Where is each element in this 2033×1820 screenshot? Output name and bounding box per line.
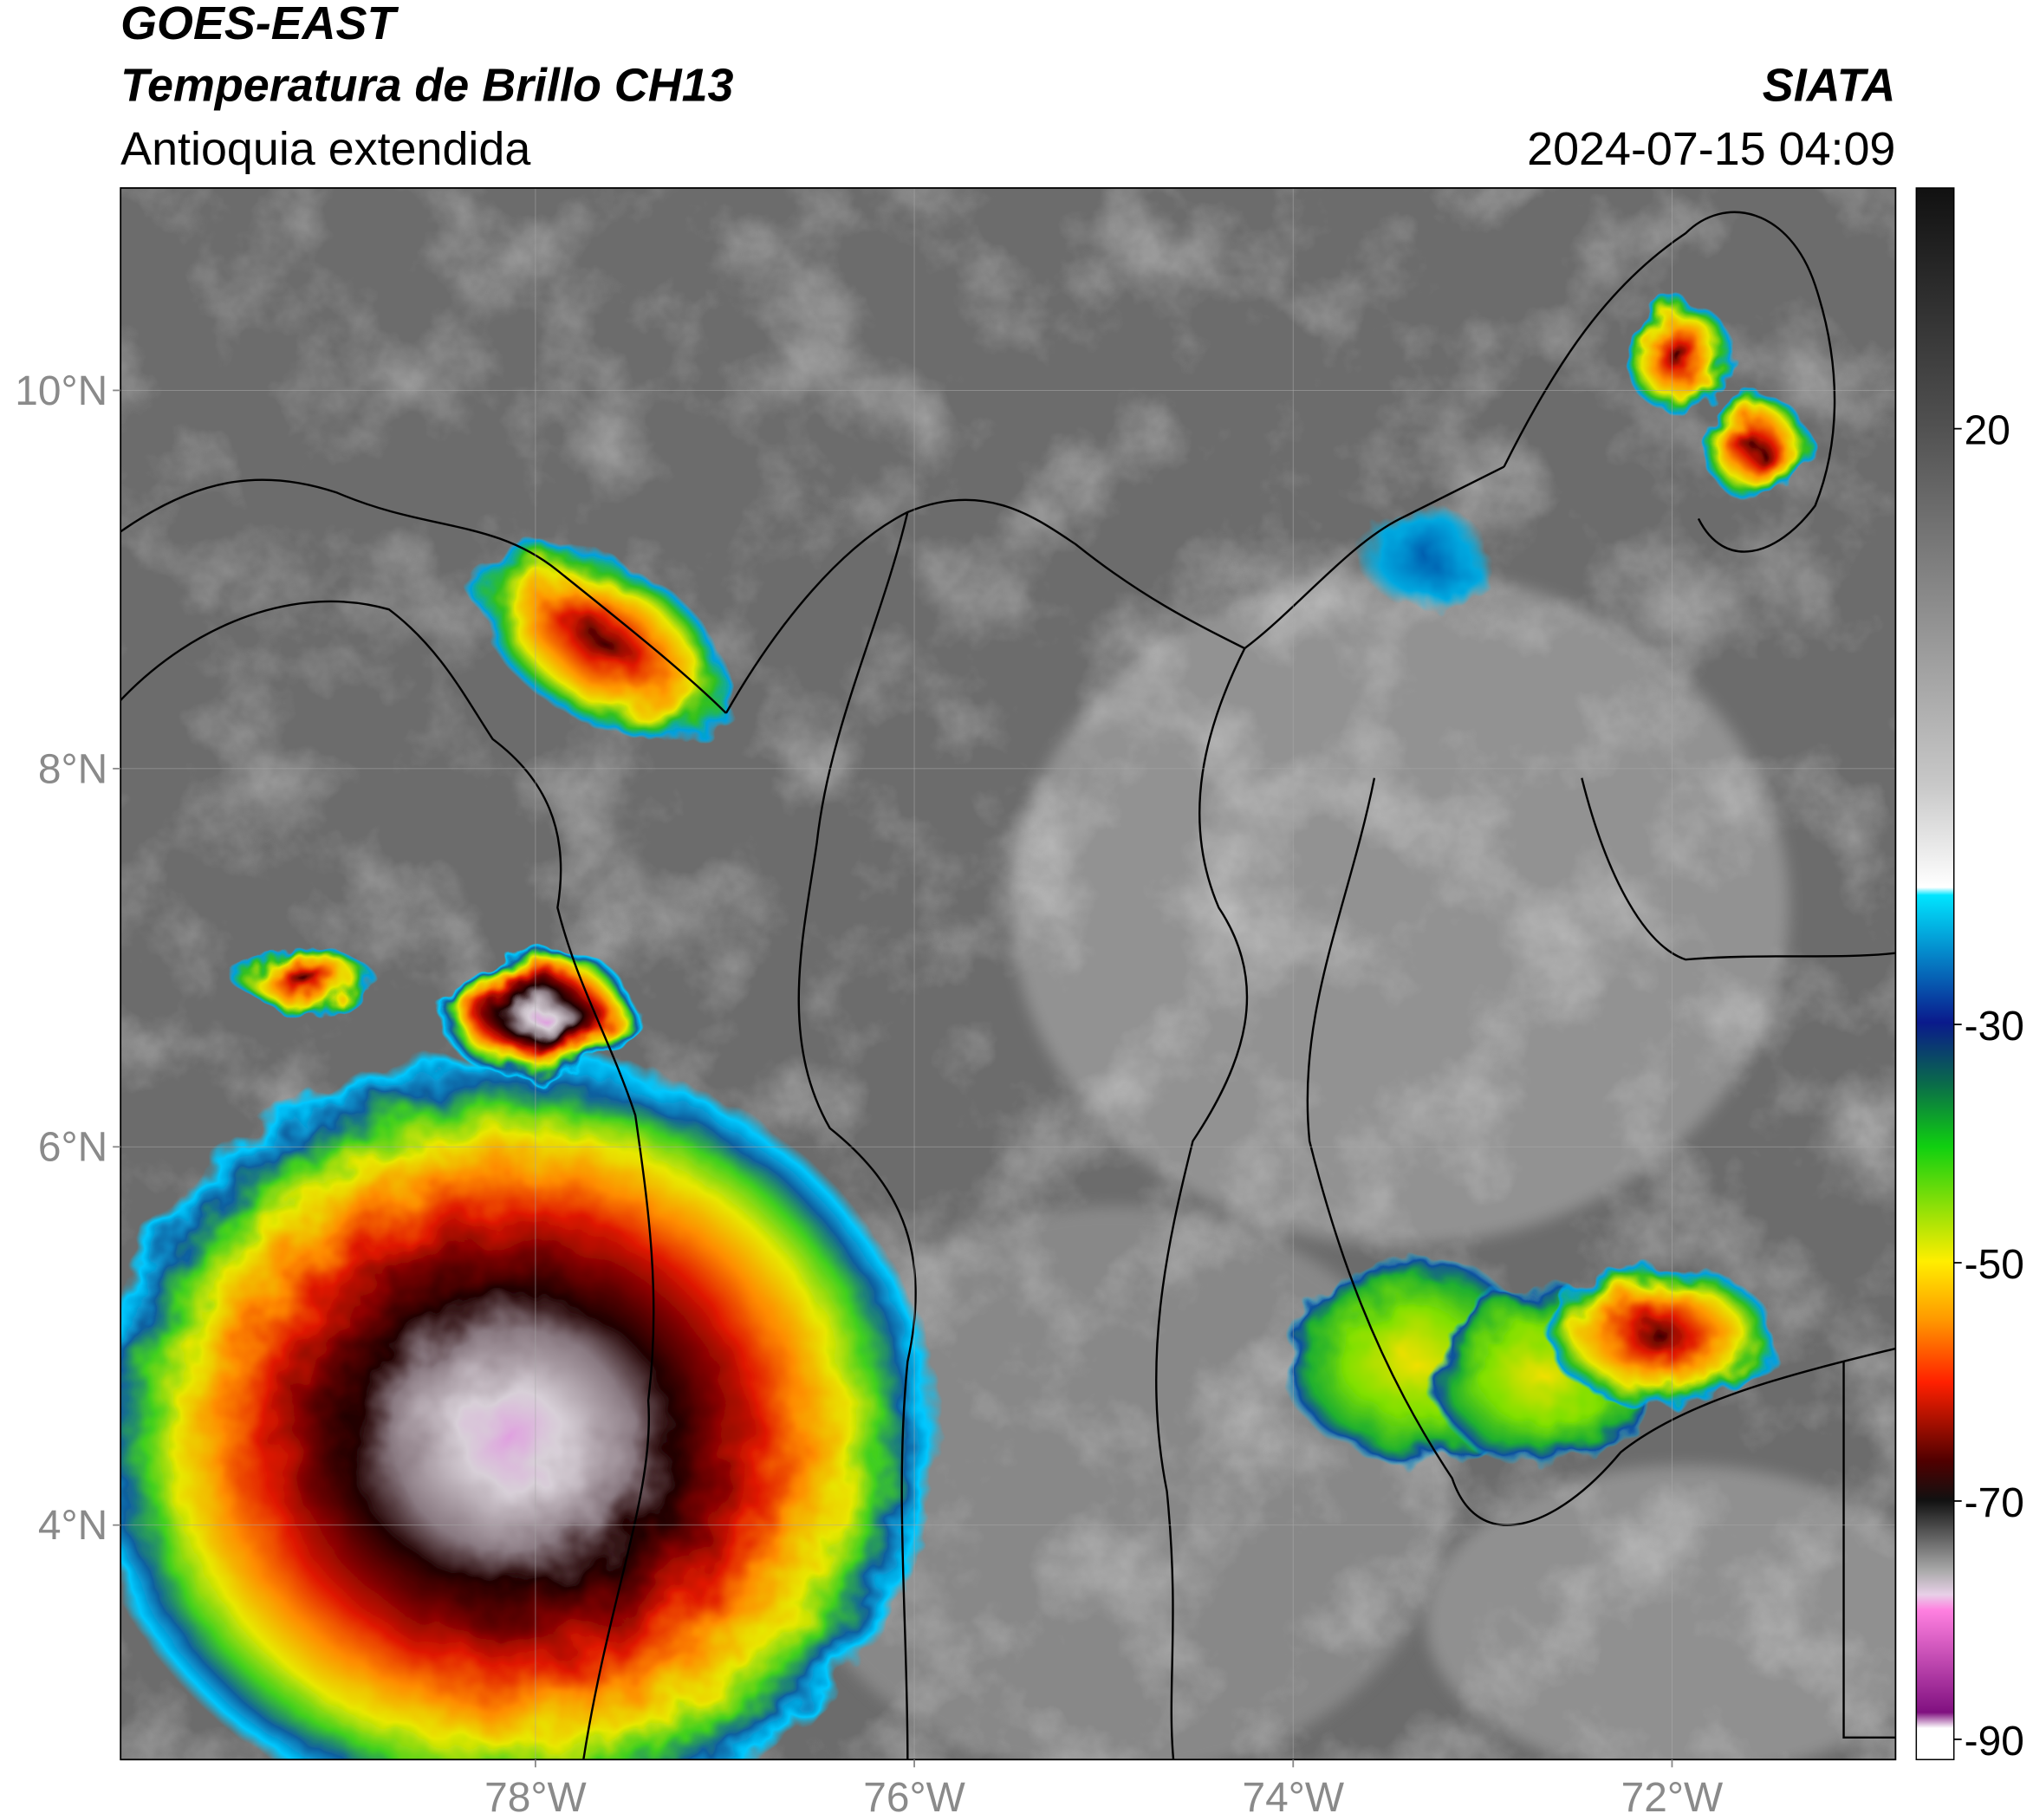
- lon-tick-label: 78°W: [484, 1775, 587, 1820]
- lat-tick-label: 10°N: [15, 368, 107, 414]
- lat-tick-label: 4°N: [38, 1503, 107, 1549]
- colorbar-tick-label: -90: [1965, 1719, 2024, 1765]
- title: GOES-EAST: [120, 0, 399, 49]
- source: SIATA: [1763, 60, 1896, 112]
- colorbar-tick-label: -70: [1965, 1480, 2024, 1526]
- map-frame: [120, 187, 1897, 1761]
- lon-tick-label: 72°W: [1621, 1775, 1724, 1820]
- datetime: 2024-07-15 04:09: [1527, 123, 1895, 175]
- colorbar-tick-label: 20: [1965, 408, 2010, 454]
- coastlines: [120, 211, 1896, 1760]
- subtitle: Temperatura de Brillo CH13: [120, 60, 733, 112]
- lat-tick-label: 6°N: [38, 1125, 107, 1171]
- colorbar: [1915, 187, 1955, 1761]
- region: Antioquia extendida: [120, 123, 530, 175]
- lon-tick-label: 74°W: [1242, 1775, 1344, 1820]
- satellite-image: [120, 187, 1896, 1760]
- colorbar-tick-label: -50: [1965, 1242, 2024, 1288]
- graticule: [120, 187, 1896, 1760]
- colorbar-tick-label: -30: [1965, 1004, 2024, 1050]
- lon-tick-label: 76°W: [863, 1775, 965, 1820]
- lat-tick-label: 8°N: [38, 746, 107, 792]
